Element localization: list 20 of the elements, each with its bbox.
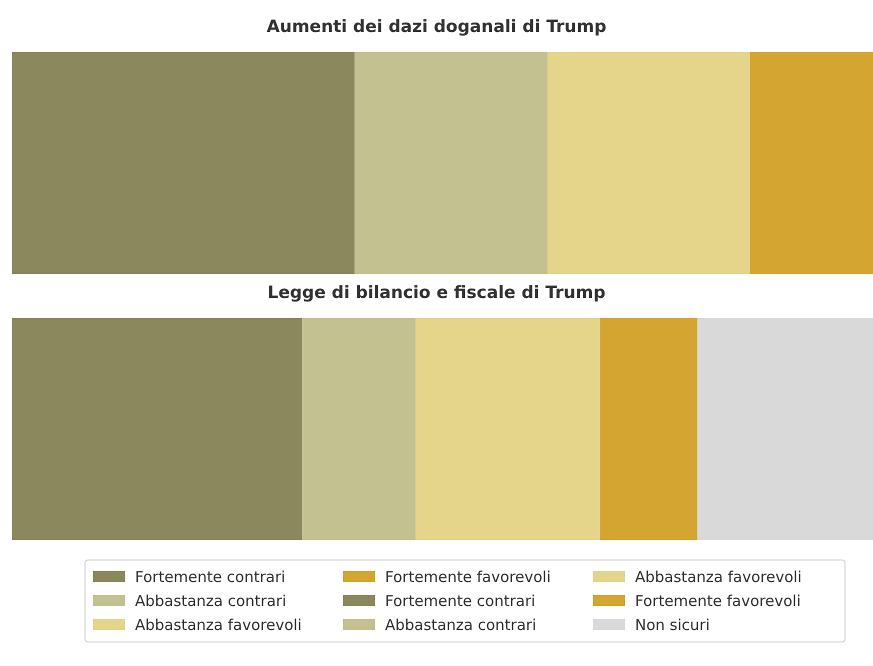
legend-label: Abbastanza contrari — [135, 592, 286, 610]
chart-title: Aumenti dei dazi doganali di Trump — [266, 17, 606, 37]
bar — [354, 52, 548, 274]
legend-label: Abbastanza contrari — [385, 616, 536, 634]
bar — [548, 52, 750, 274]
legend-label: Fortemente contrari — [385, 592, 536, 610]
legend-label: Abbastanza favorevoli — [135, 616, 302, 634]
bar — [302, 318, 416, 540]
legend-label: Abbastanza favorevoli — [635, 568, 802, 586]
legend-label: Non sicuri — [635, 616, 710, 634]
bar — [416, 318, 600, 540]
bar — [12, 52, 355, 274]
legend-label: Fortemente favorevoli — [385, 568, 551, 586]
legend-label: Fortemente contrari — [135, 568, 286, 586]
bar — [750, 52, 873, 274]
bar — [12, 318, 302, 540]
legend-label: Fortemente favorevoli — [635, 592, 801, 610]
chart-title: Legge di bilancio e fiscale di Trump — [268, 283, 606, 303]
bar — [697, 318, 873, 540]
bar — [600, 318, 698, 540]
